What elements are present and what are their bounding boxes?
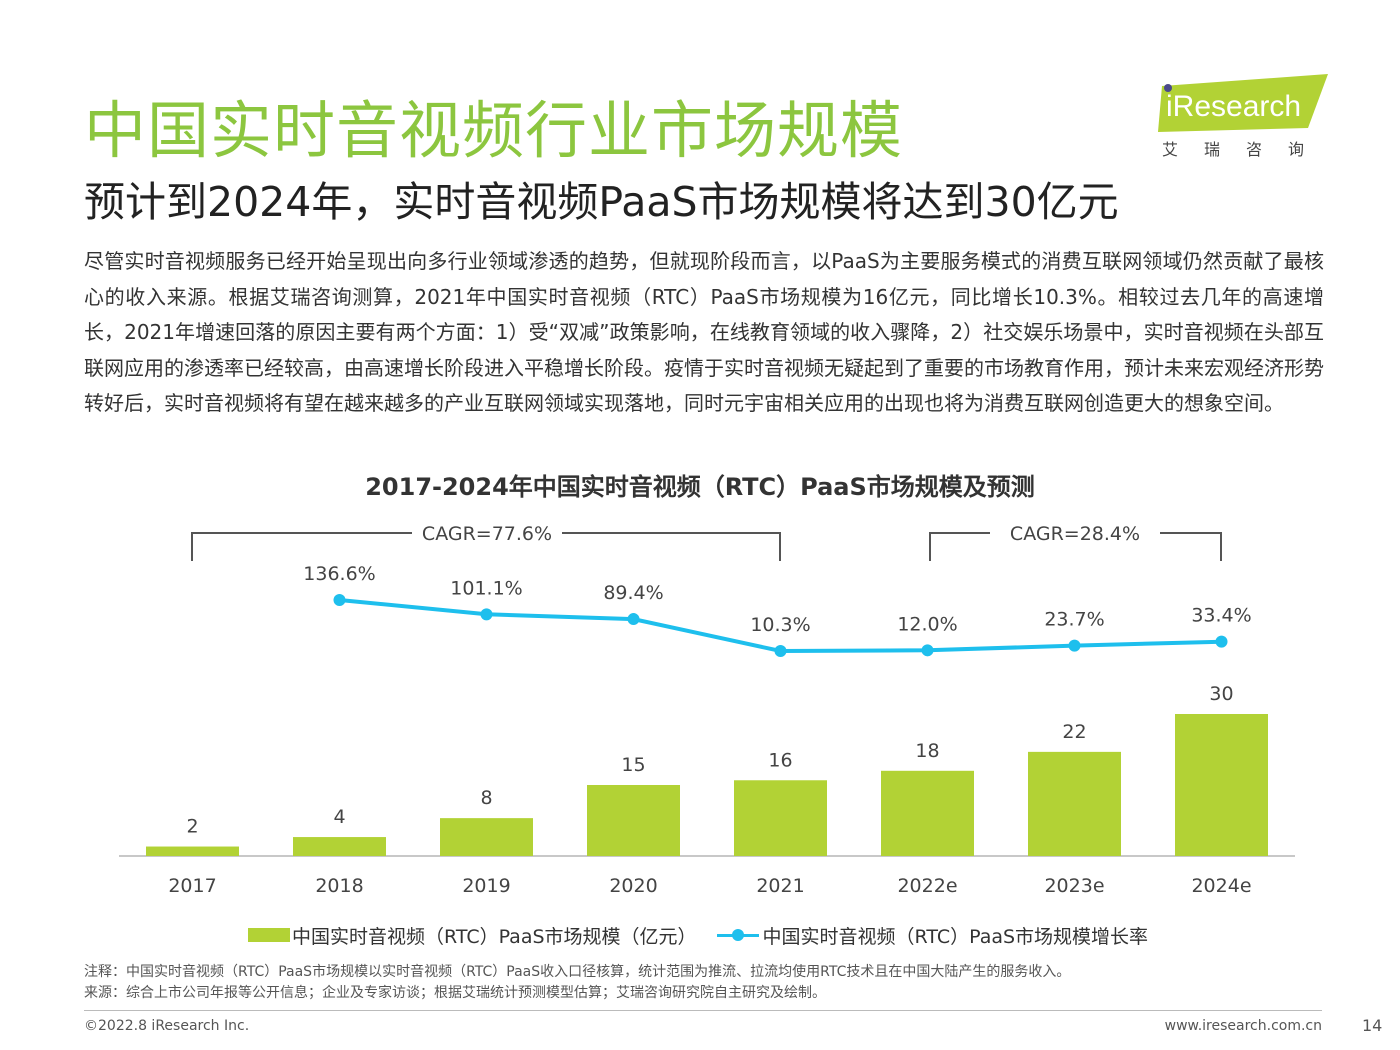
growth-label-2023e: 23.7% xyxy=(1044,609,1104,631)
bar-label-2020: 15 xyxy=(621,754,645,776)
logo-banner-shape xyxy=(1158,74,1328,132)
growth-point-2019 xyxy=(480,608,493,621)
bar-label-2024e: 30 xyxy=(1209,683,1233,705)
bar-2022e xyxy=(881,770,974,856)
bar-2017 xyxy=(146,846,239,856)
growth-label-2020: 89.4% xyxy=(603,582,663,604)
body-paragraph: 尽管实时音视频服务已经开始呈现出向多行业领域渗透的趋势，但就现阶段而言，以Paa… xyxy=(84,249,1324,415)
bar-2019 xyxy=(440,818,533,856)
bar-label-2022e: 18 xyxy=(915,740,939,762)
bar-2024e xyxy=(1175,714,1268,856)
source-text: 来源：综合上市公司年报等公开信息；企业及专家访谈；根据艾瑞统计预测模型估算；艾瑞… xyxy=(84,985,826,1001)
legend-line-swatch xyxy=(716,928,759,942)
x-tick-label-2019: 2019 xyxy=(462,875,510,897)
growth-point-2024e xyxy=(1215,635,1228,648)
footer-website: www.iresearch.com.cn xyxy=(1164,1018,1322,1034)
note-text: 注释：中国实时音视频（RTC）PaaS市场规模以实时音视频（RTC）PaaS收入… xyxy=(84,964,1071,980)
legend-line-label: 中国实时音视频（RTC）PaaS市场规模增长率 xyxy=(762,925,1149,948)
page-title: 中国实时音视频行业市场规模 xyxy=(84,94,904,167)
page-subtitle: 预计到2024年，实时音视频PaaS市场规模将达到30亿元 xyxy=(84,178,1119,226)
bar-label-2021: 16 xyxy=(768,749,792,771)
x-tick-label-2023e: 2023e xyxy=(1044,875,1104,897)
bar-label-2019: 8 xyxy=(480,787,492,809)
chart-title: 2017-2024年中国实时音视频（RTC）PaaS市场规模及预测 xyxy=(365,473,1035,501)
x-tick-label-2020: 2020 xyxy=(609,875,657,897)
growth-label-2019: 101.1% xyxy=(450,577,522,599)
legend-bar-label: 中国实时音视频（RTC）PaaS市场规模（亿元） xyxy=(292,925,697,948)
cagr-bracket-2 xyxy=(929,532,1222,561)
growth-label-2024e: 33.4% xyxy=(1191,605,1251,627)
combo-chart: 2 2017 4 2018 8 2019 15 2020 16 2021 18 2022e 22 2023… xyxy=(119,523,1295,897)
growth-label-2018: 136.6% xyxy=(303,563,375,585)
bar-label-2017: 2 xyxy=(186,816,198,838)
growth-point-2023e xyxy=(1068,639,1081,652)
x-tick-label-2022e: 2022e xyxy=(897,875,957,897)
footer-copyright: ©2022.8 iResearch Inc. xyxy=(84,1018,250,1034)
chart-notes: 注释：中国实时音视频（RTC）PaaS市场规模以实时音视频（RTC）PaaS收入… xyxy=(84,962,1070,1004)
bar-2018 xyxy=(293,837,386,856)
bar-label-2023e: 22 xyxy=(1062,721,1086,743)
growth-point-2020 xyxy=(627,613,640,626)
chart-legend: 中国实时音视频（RTC）PaaS市场规模（亿元） 中国实时音视频（RTC）Paa… xyxy=(248,920,1148,950)
bar-2021 xyxy=(734,780,827,856)
footer-divider xyxy=(84,1010,1322,1011)
bar-label-2018: 4 xyxy=(333,806,345,828)
growth-label-2022e: 12.0% xyxy=(897,613,957,635)
growth-point-2022e xyxy=(921,644,934,657)
page-number: 14 xyxy=(1362,1016,1383,1035)
cagr-label-2: CAGR=28.4% xyxy=(1010,523,1140,545)
cagr-label-1: CAGR=77.6% xyxy=(422,523,552,545)
x-tick-label-2024e: 2024e xyxy=(1191,875,1251,897)
bar-2023e xyxy=(1028,751,1121,856)
logo-chinese-name: 艾瑞咨询 xyxy=(1162,140,1331,159)
x-tick-label-2018: 2018 xyxy=(315,875,363,897)
bar-2020 xyxy=(587,785,680,856)
growth-label-2021: 10.3% xyxy=(750,614,810,636)
x-tick-label-2021: 2021 xyxy=(756,875,804,897)
legend-bar-swatch xyxy=(248,928,290,942)
growth-point-2018 xyxy=(333,594,346,606)
x-tick-label-2017: 2017 xyxy=(168,875,216,897)
logo-wordmark: iResearch xyxy=(1166,90,1302,123)
cagr-bracket-1 xyxy=(191,532,781,561)
iresearch-logo: iResearch 艾瑞咨询 xyxy=(1158,74,1331,159)
growth-point-2021 xyxy=(774,645,787,657)
